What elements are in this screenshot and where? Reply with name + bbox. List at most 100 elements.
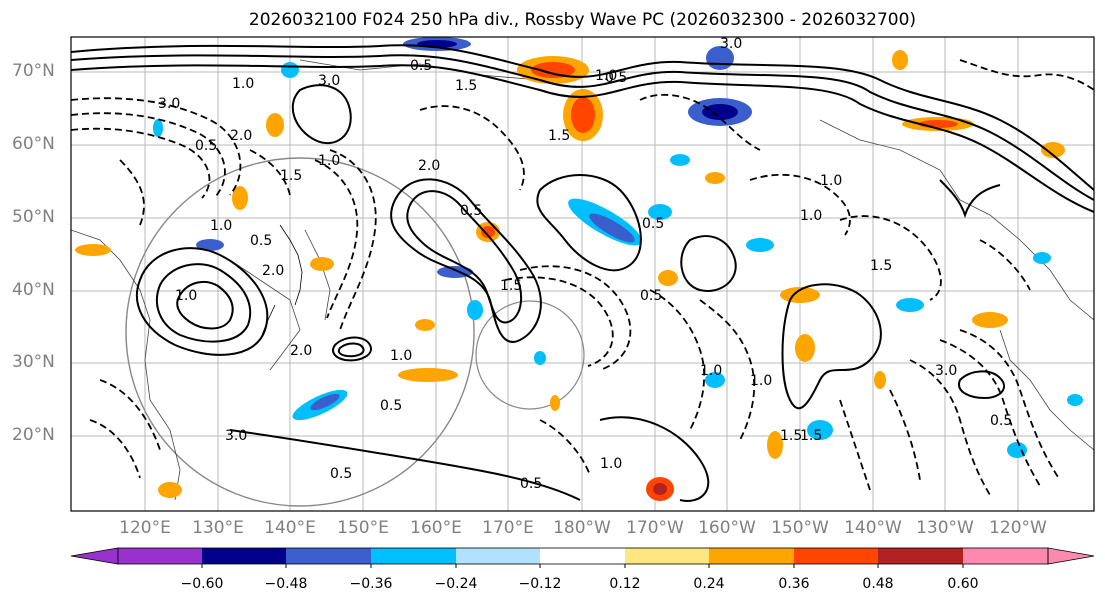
lon-label: 140°W [844, 518, 902, 538]
neg-shade [310, 393, 340, 411]
contour-label: 2.0 [230, 128, 252, 144]
pos-shade [658, 270, 678, 286]
contour-label: 1.5 [455, 78, 477, 94]
lon-label: 160°E [410, 518, 462, 538]
pos-shade [232, 186, 248, 210]
colorbar-segment [118, 548, 202, 564]
lat-label-20n: 20°N [12, 425, 55, 445]
lon-label: 180°W [553, 518, 611, 538]
neg-shade [281, 62, 299, 78]
contour-label: 0.5 [605, 70, 627, 86]
lon-label: 170°E [482, 518, 534, 538]
pos-shade [767, 431, 783, 459]
neg-shade [589, 213, 635, 243]
map-frame [70, 36, 1095, 512]
contour-label: 0.5 [195, 138, 217, 154]
map-title: 2026032100 F024 250 hPa div., Rossby Wav… [248, 10, 917, 30]
colorbar-segment [878, 548, 963, 564]
pos-shade [531, 62, 575, 78]
colorbar-segment [286, 548, 371, 564]
contour-label: 0.5 [642, 216, 664, 232]
contour-label: 1.0 [390, 348, 412, 364]
colorbar-tick-label: 0.24 [693, 576, 725, 592]
reference-circle [125, 157, 475, 507]
contour-label: 1.5 [780, 428, 802, 444]
neg-shade [896, 298, 924, 312]
contour-label: 0.5 [520, 476, 542, 492]
colorbar-tick-label: −0.12 [518, 576, 562, 592]
lon-label: 170°W [626, 518, 684, 538]
colorbar-extend-low [70, 547, 119, 565]
pos-shade [415, 319, 435, 331]
neg-shade [467, 300, 483, 320]
contour-label: 1.5 [280, 168, 302, 184]
neg-shade [648, 204, 672, 220]
colorbar [70, 547, 1095, 568]
contour-label: 3.0 [318, 73, 340, 89]
pos-shade [310, 257, 334, 271]
lat-label-40n: 40°N [12, 280, 55, 300]
contour-label: 3.0 [720, 36, 742, 52]
contour-label: 1.5 [548, 128, 570, 144]
neg-shade [534, 351, 546, 365]
colorbar-segment [456, 548, 540, 564]
contour-label: 1.5 [800, 428, 822, 444]
pos-shade [398, 368, 458, 382]
solid-contours [71, 44, 1094, 502]
contour-label: 1.0 [210, 218, 232, 234]
neg-shade [153, 119, 163, 137]
pos-shade [1041, 142, 1065, 158]
colorbar-tick-label: −0.36 [349, 576, 393, 592]
colorbar-segment [963, 548, 1048, 564]
colorbar-tick-label: −0.48 [264, 576, 308, 592]
lon-label: 160°W [698, 518, 756, 538]
contour-label: 0.5 [990, 413, 1012, 429]
lon-label: 130°W [916, 518, 974, 538]
contour-label: 0.5 [460, 203, 482, 219]
neg-shade [670, 154, 690, 166]
contour-label: 0.5 [380, 398, 402, 414]
contour-label: 0.5 [330, 466, 352, 482]
contour-label: 3.0 [935, 363, 957, 379]
pos-shade [75, 244, 111, 256]
lat-label-30n: 30°N [12, 352, 55, 372]
contour-label: 1.0 [318, 153, 340, 169]
neg-shade [1007, 442, 1027, 458]
contour-label: 2.0 [290, 343, 312, 359]
contour-label: 1.5 [500, 278, 522, 294]
contour-label: 1.0 [600, 456, 622, 472]
island-outlines [261, 224, 303, 336]
contour-label: 1.0 [820, 173, 842, 189]
lon-label: 150°W [771, 518, 829, 538]
lon-label: 120°E [119, 518, 171, 538]
lon-label: 130°E [192, 518, 244, 538]
colorbar-segment [625, 548, 709, 564]
colorbar-segment [202, 548, 286, 564]
contour-label: 1.0 [232, 76, 254, 92]
colorbar-tick-label: 0.48 [862, 576, 894, 592]
lat-label-60n: 60°N [12, 134, 55, 154]
reference-circle-small [475, 300, 585, 410]
contour-label: 0.5 [410, 58, 432, 74]
lon-label: 140°E [264, 518, 316, 538]
neg-shade [196, 239, 224, 251]
neg-shade [1033, 252, 1051, 264]
colorbar-tick-label: −0.24 [434, 576, 478, 592]
contour-label: 1.0 [750, 373, 772, 389]
contour-label: 2.0 [418, 158, 440, 174]
contour-label: 1.5 [870, 258, 892, 274]
colorbar-tick-label: 0.12 [609, 576, 641, 592]
pos-shade [266, 113, 284, 137]
lon-label: 150°E [337, 518, 389, 538]
pos-shade [653, 483, 667, 495]
pos-shade [571, 97, 595, 133]
pos-shade [892, 50, 908, 70]
colorbar-segment [709, 548, 794, 564]
contour-label: 0.5 [250, 233, 272, 249]
neg-shade [702, 104, 738, 120]
contour-labels: 3.0 2.0 1.0 0.5 1.0 1.5 0.5 1.0 2.0 1.5 3.0 0.5 2.0 1… [158, 36, 1012, 492]
contour-label: 3.0 [158, 96, 180, 112]
colorbar-tick-label: 0.60 [947, 576, 979, 592]
colorbar-segment [371, 548, 456, 564]
